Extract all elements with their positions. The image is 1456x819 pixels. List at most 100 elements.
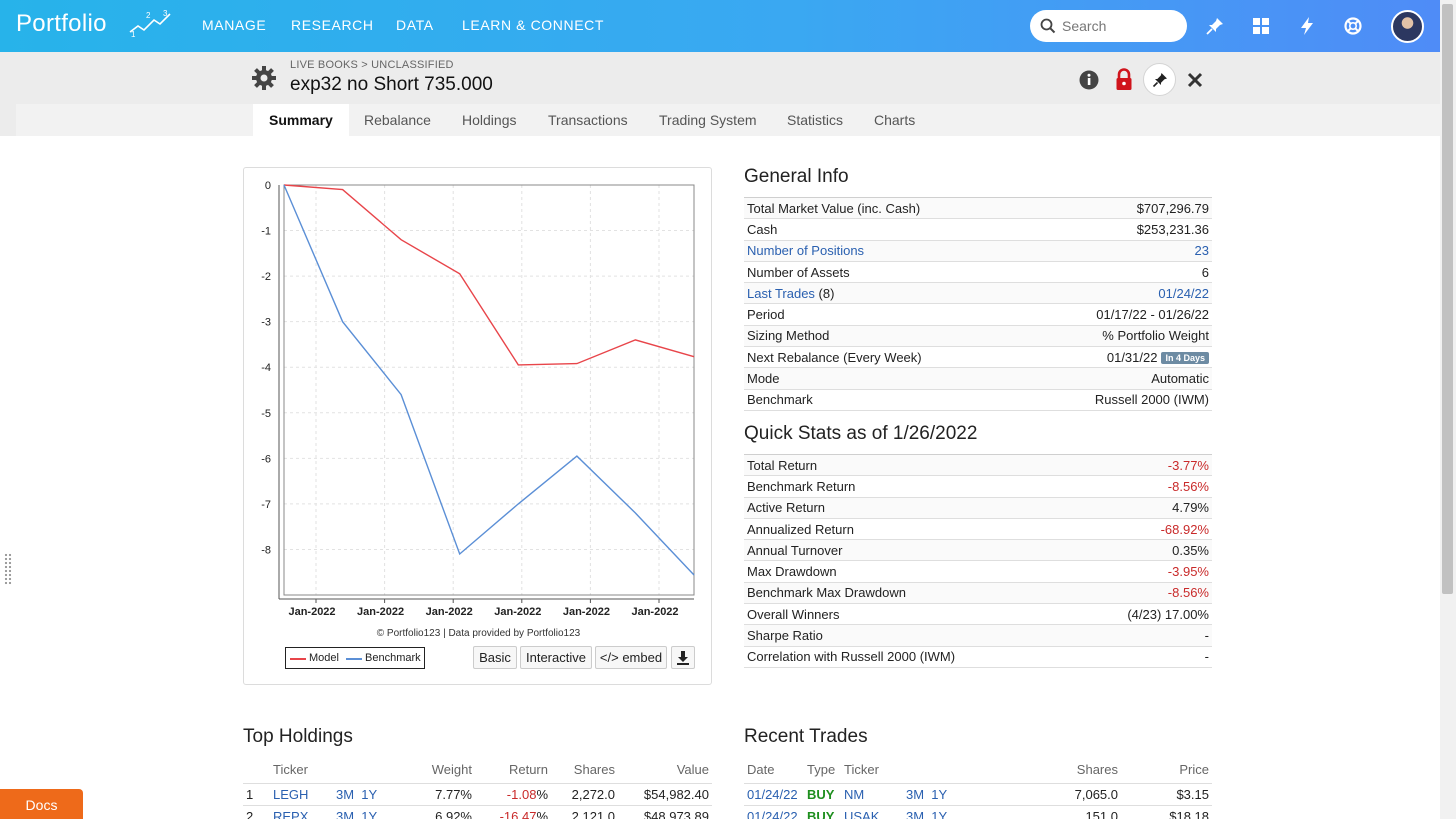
- y-tick-label: -2: [261, 271, 271, 283]
- performance-chart[interactable]: 0 -1 -2 -3 -4 -5 -6 -7 -8 Jan-2022 Jan-2022 Jan-202…: [244, 168, 713, 628]
- tab-rebalance[interactable]: Rebalance: [364, 112, 431, 128]
- user-avatar[interactable]: [1391, 10, 1424, 43]
- scrollbar-thumb[interactable]: [1442, 4, 1453, 594]
- pin-icon: [1152, 73, 1167, 88]
- y-tick-label: -7: [261, 499, 271, 511]
- chart-links-cell: 3M 1Y: [333, 804, 423, 819]
- trade-date-link[interactable]: 01/24/22: [744, 804, 804, 819]
- legend-benchmark-swatch: [346, 658, 362, 660]
- last-trades-cell: Last Trades (8): [744, 282, 1026, 305]
- page-scrollbar[interactable]: [1440, 0, 1456, 819]
- table-header-row: Ticker Weight Return Shares Value: [243, 757, 712, 783]
- value-header[interactable]: Value: [676, 762, 709, 778]
- chart-3m-link[interactable]: 3M: [336, 808, 355, 819]
- return-header[interactable]: Return: [508, 762, 548, 778]
- chart-links-cell: 3M 1Y: [333, 782, 423, 805]
- settings-gear-icon[interactable]: [250, 64, 278, 92]
- value-cell: $54,982.40: [618, 782, 712, 805]
- lightning-icon[interactable]: [1296, 15, 1318, 37]
- table-row: Cash $253,231.36: [744, 218, 1212, 241]
- table-row: Overall Winners (4/23) 17.00%: [744, 603, 1212, 626]
- y-tick-label: -6: [261, 453, 271, 465]
- weight-header[interactable]: Weight: [431, 762, 472, 778]
- chart-credit: © Portfolio123 | Data provided by Portfo…: [376, 628, 581, 639]
- docs-button[interactable]: Docs: [0, 789, 83, 819]
- chart-3m-link[interactable]: 3M: [906, 808, 925, 819]
- info-value: 01/17/22 - 01/26/22: [1025, 303, 1212, 326]
- stat-value: (4/23) 17.00%: [1076, 603, 1212, 626]
- pin-icon[interactable]: [1204, 15, 1226, 37]
- tab-transactions[interactable]: Transactions: [548, 112, 628, 128]
- tab-holdings[interactable]: Holdings: [462, 112, 517, 128]
- nav-learn-connect[interactable]: LEARN & CONNECT: [462, 17, 605, 33]
- recent-trades-table: Date Type Ticker Shares Price 01/24/22 B…: [744, 757, 1212, 819]
- ticker-link[interactable]: USAK: [841, 804, 903, 819]
- table-row: 01/24/22 BUY NM 3M 1Y 7,065.0 $3.15: [744, 782, 1212, 805]
- svg-text:3: 3: [163, 9, 168, 18]
- shares-header[interactable]: Shares: [573, 762, 615, 778]
- general-info-title: General Info: [744, 166, 849, 187]
- value-cell: $48,973.89: [618, 804, 712, 819]
- type-header[interactable]: Type: [807, 762, 836, 778]
- table-row: 01/24/22 BUY USAK 3M 1Y 151.0 $18.18: [744, 804, 1212, 819]
- nav-data[interactable]: DATA: [396, 17, 434, 33]
- tab-summary[interactable]: Summary: [253, 104, 349, 136]
- quick-stats-title: Quick Stats as of 1/26/2022: [744, 423, 978, 444]
- trade-date-link[interactable]: 01/24/22: [744, 782, 804, 805]
- legend-model-swatch: [290, 658, 306, 660]
- charts-header: [903, 757, 983, 783]
- ticker-header[interactable]: Ticker: [273, 762, 308, 778]
- chart-interactive-button[interactable]: Interactive: [520, 646, 592, 669]
- ticker-link[interactable]: NM: [841, 782, 903, 805]
- top-holdings-title: Top Holdings: [243, 726, 353, 747]
- return-unit: %: [536, 786, 548, 802]
- brand-logo[interactable]: Portfolio: [16, 10, 107, 37]
- chart-1y-link[interactable]: 1Y: [931, 786, 948, 802]
- close-icon[interactable]: [1180, 65, 1210, 95]
- dashboard-grid-icon[interactable]: [1250, 15, 1272, 37]
- charts-header: [333, 757, 423, 783]
- tab-statistics[interactable]: Statistics: [787, 112, 844, 128]
- chart-3m-link[interactable]: 3M: [336, 786, 355, 802]
- last-trades-date-link[interactable]: 01/24/22: [1025, 282, 1212, 305]
- nav-manage[interactable]: MANAGE: [202, 17, 267, 33]
- breadcrumb[interactable]: LIVE BOOKS > UNCLASSIFIED: [290, 59, 454, 71]
- series-line-benchmark: [283, 184, 695, 576]
- last-trades-link[interactable]: Last Trades: [747, 285, 815, 301]
- lock-icon[interactable]: [1109, 65, 1139, 95]
- ticker-header[interactable]: Ticker: [844, 762, 879, 778]
- stat-value: 0.35%: [1076, 539, 1212, 562]
- pin-portfolio-button[interactable]: [1143, 63, 1176, 96]
- stat-label: Benchmark Return: [744, 475, 1077, 498]
- ticker-link[interactable]: REPX: [270, 804, 333, 819]
- price-header[interactable]: Price: [1179, 762, 1209, 778]
- rank-header: [243, 757, 270, 783]
- tab-charts[interactable]: Charts: [874, 112, 916, 128]
- chart-1y-link[interactable]: 1Y: [931, 808, 948, 819]
- search-input[interactable]: [1062, 16, 1177, 36]
- price-cell: $18.18: [1121, 804, 1212, 819]
- chart-basic-button[interactable]: Basic: [473, 646, 517, 669]
- search-box[interactable]: [1030, 10, 1187, 42]
- info-icon[interactable]: [1074, 65, 1104, 95]
- brand-chart-logo-icon: 1 2 3: [129, 9, 171, 38]
- stat-value: 4.79%: [1076, 497, 1212, 519]
- stat-label: Max Drawdown: [744, 560, 1077, 583]
- shares-header[interactable]: Shares: [1076, 762, 1118, 778]
- tab-trading-system[interactable]: Trading System: [659, 112, 757, 128]
- positions-count-link[interactable]: 23: [1025, 240, 1212, 262]
- chart-download-button[interactable]: [671, 646, 695, 669]
- side-panel-drag-handle[interactable]: [4, 553, 12, 585]
- ticker-link[interactable]: LEGH: [270, 782, 333, 805]
- help-lifebuoy-icon[interactable]: [1342, 15, 1364, 37]
- nav-research[interactable]: RESEARCH: [291, 17, 374, 33]
- chart-embed-button[interactable]: </> embed: [595, 646, 667, 669]
- chart-1y-link[interactable]: 1Y: [361, 808, 378, 819]
- chart-1y-link[interactable]: 1Y: [361, 786, 378, 802]
- chart-3m-link[interactable]: 3M: [906, 786, 925, 802]
- number-of-positions-link[interactable]: Number of Positions: [744, 240, 1026, 262]
- table-row: Annual Turnover 0.35%: [744, 539, 1212, 562]
- date-header[interactable]: Date: [747, 762, 775, 778]
- table-row: Active Return 4.79%: [744, 497, 1212, 519]
- table-row: Number of Positions 23: [744, 240, 1212, 262]
